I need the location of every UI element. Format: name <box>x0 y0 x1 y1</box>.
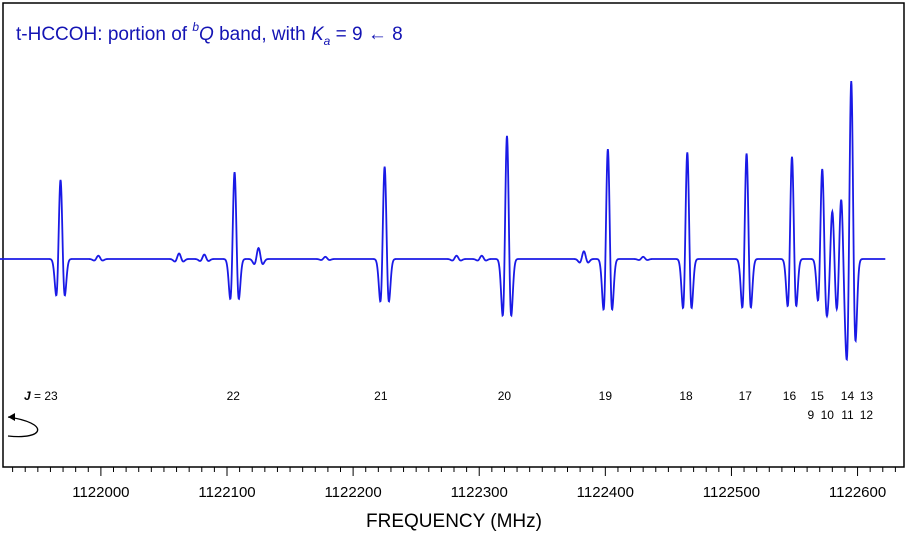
j-label-23: J = 23 <box>24 389 58 403</box>
j-label-lower: 9 <box>808 408 815 422</box>
x-tick-label: 1122600 <box>829 484 886 501</box>
svg-text:t-HCCOH: portion of bQ band, w: t-HCCOH: portion of bQ band, with Ka = 9… <box>16 20 403 48</box>
chart-title: t-HCCOH: portion of bQ band, with Ka = 9… <box>16 20 403 48</box>
j-label: 17 <box>739 389 753 403</box>
title-main: t-HCCOH: portion of <box>16 24 192 45</box>
x-tick-label: 1122400 <box>577 484 634 501</box>
x-tick-label: 1122500 <box>703 484 760 501</box>
title-superscript: b <box>192 20 199 34</box>
x-axis-label: FREQUENCY (MHz) <box>366 511 542 532</box>
title-k: K <box>311 24 325 45</box>
x-tick-label: 1122000 <box>72 484 129 501</box>
arrowhead-icon <box>8 413 15 421</box>
x-tick-label: 1122300 <box>451 484 508 501</box>
j-label: 21 <box>374 389 388 403</box>
title-mid: band, with <box>214 24 311 45</box>
j-label: 18 <box>679 389 693 403</box>
j-label: 22 <box>227 389 241 403</box>
title-end: = 9 ← 8 <box>330 24 402 45</box>
j-label: 16 <box>783 389 797 403</box>
j-equals-23: = 23 <box>31 389 58 403</box>
title-q: Q <box>199 24 214 45</box>
x-tick-label: 1122200 <box>324 484 381 501</box>
j-label-lower: 11 <box>841 408 854 422</box>
title-subscript: a <box>324 34 331 48</box>
curved-arrow-icon <box>7 416 39 438</box>
plot-frame <box>2 2 905 468</box>
j-label: 14 <box>841 389 855 403</box>
j-label-lower: 12 <box>860 408 874 422</box>
x-tick-label: 1122100 <box>198 484 255 501</box>
j-label: 13 <box>860 389 874 403</box>
j-label: 15 <box>811 389 825 403</box>
j-letter: J <box>24 389 31 403</box>
j-label: 19 <box>599 389 613 403</box>
j-label: 20 <box>498 389 512 403</box>
spectrum-line <box>0 80 886 362</box>
j-label-lower: 10 <box>821 408 835 422</box>
